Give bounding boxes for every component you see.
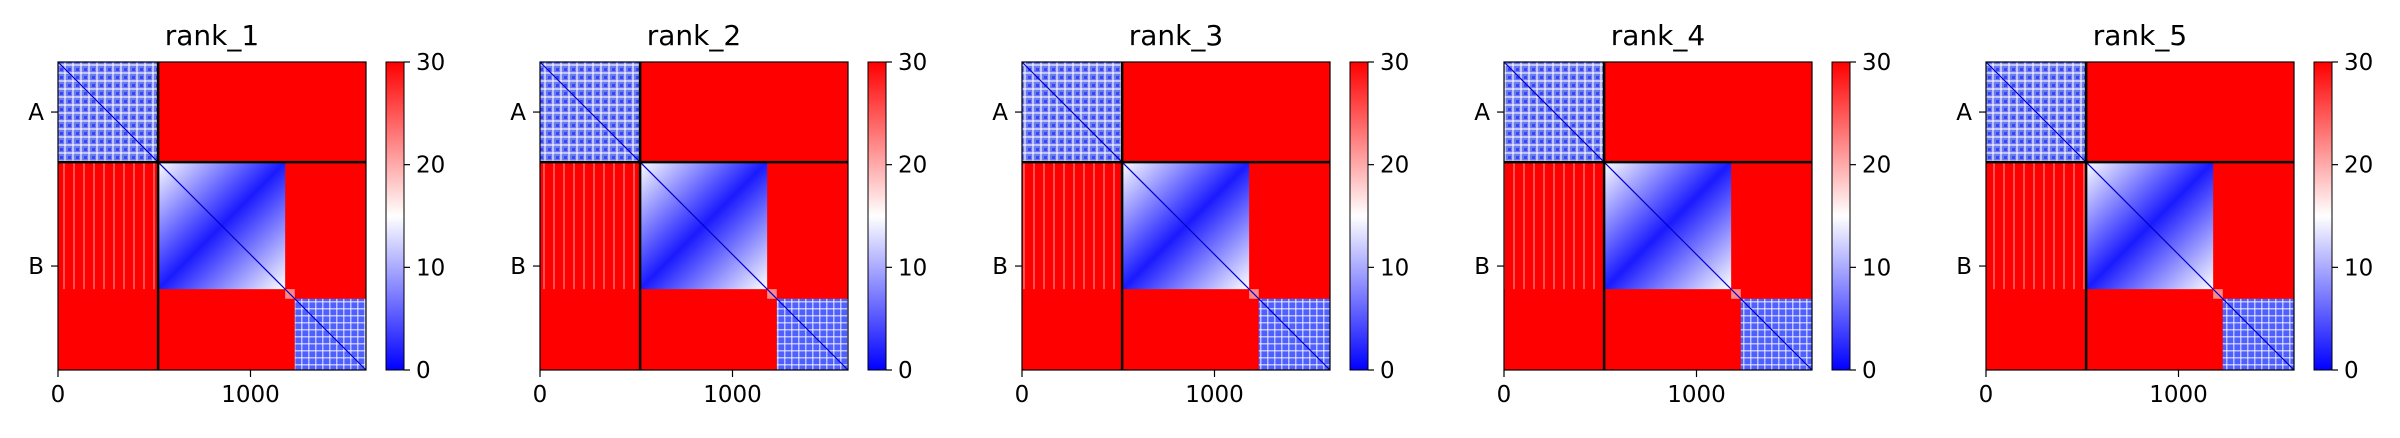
heatmap-frame	[539, 61, 849, 371]
heatmap-frame	[1021, 61, 1331, 371]
colorbar	[1831, 61, 1851, 371]
y-tick-label: B	[28, 254, 44, 280]
x-tick-label: 1000	[2149, 382, 2208, 408]
panel-1: rank_1 0 1000 A B 0 10 20 30	[28, 19, 445, 408]
y-tick-label: B	[992, 254, 1008, 280]
x-tick-label: 1000	[703, 382, 762, 408]
heatmap-offdiag-stripes	[1022, 162, 1123, 290]
heatmap-diagonal	[1985, 61, 2295, 371]
panel-title: rank_2	[647, 19, 741, 52]
x-tick-label: 1000	[1667, 382, 1726, 408]
heatmap-diagonal	[539, 61, 849, 371]
x-tick-label: 0	[1497, 382, 1512, 408]
heatmap-diagonal	[57, 61, 367, 371]
colorbar-tick-label: 30	[1862, 50, 1891, 76]
heatmap-diagonal	[1021, 61, 1331, 371]
panel-4: rank_4 0 1000 A B 0 10 20 30	[1474, 19, 1891, 408]
heatmap-offdiag-stripes	[540, 162, 641, 290]
x-tick-label: 1000	[221, 382, 280, 408]
heatmap-diagonal	[1503, 61, 1813, 371]
heatmap-frame	[1503, 61, 1813, 371]
colorbar-tick-label: 0	[898, 358, 913, 384]
colorbar-tick-label: 30	[898, 50, 927, 76]
colorbar-tick-label: 20	[1862, 153, 1891, 179]
colorbar	[867, 61, 887, 371]
x-tick-label: 0	[51, 382, 66, 408]
panel-title: rank_1	[165, 19, 259, 52]
y-tick-label: B	[1474, 254, 1490, 280]
colorbar	[1349, 61, 1369, 371]
x-tick-label: 0	[1979, 382, 1994, 408]
colorbar-tick-label: 10	[416, 255, 445, 281]
colorbar-tick-label: 20	[416, 153, 445, 179]
colorbar-tick-label: 10	[898, 255, 927, 281]
colorbar-tick-label: 10	[1862, 255, 1891, 281]
panel-5: rank_5 0 1000 A B 0 10 20 30	[1956, 19, 2373, 408]
x-tick-label: 1000	[1185, 382, 1244, 408]
colorbar-tick-label: 30	[416, 50, 445, 76]
y-tick-label: B	[510, 254, 526, 280]
panel-title: rank_4	[1611, 19, 1705, 52]
x-tick-label: 0	[1015, 382, 1030, 408]
colorbar-tick-label: 0	[1862, 358, 1877, 384]
y-tick-label: A	[28, 100, 44, 126]
colorbar-tick-label: 20	[898, 153, 927, 179]
heatmap-frame	[57, 61, 367, 371]
colorbar-tick-label: 10	[2344, 255, 2373, 281]
colorbar-tick-label: 0	[2344, 358, 2359, 384]
y-tick-label: A	[1956, 100, 1972, 126]
heatmap-offdiag-stripes	[58, 162, 159, 290]
x-tick-label: 0	[533, 382, 548, 408]
panel-3: rank_3 0 1000 A B 0 10 20 30	[992, 19, 1409, 408]
colorbar	[2313, 61, 2333, 371]
heatmap-offdiag-stripes	[1986, 162, 2087, 290]
colorbar-tick-label: 20	[1380, 153, 1409, 179]
panel-title: rank_5	[2093, 19, 2187, 52]
colorbar-tick-label: 20	[2344, 153, 2373, 179]
y-tick-label: B	[1956, 254, 1972, 280]
colorbar	[385, 61, 405, 371]
y-tick-label: A	[1474, 100, 1490, 126]
colorbar-tick-label: 30	[2344, 50, 2373, 76]
heatmap-offdiag-stripes	[1504, 162, 1605, 290]
colorbar-tick-label: 0	[1380, 358, 1395, 384]
panel-title: rank_3	[1129, 19, 1223, 52]
colorbar-tick-label: 10	[1380, 255, 1409, 281]
y-tick-label: A	[510, 100, 526, 126]
y-tick-label: A	[992, 100, 1008, 126]
colorbar-tick-label: 0	[416, 358, 431, 384]
panel-2: rank_2 0 1000 A B 0 10 20 30	[510, 19, 927, 408]
colorbar-tick-label: 30	[1380, 50, 1409, 76]
heatmap-frame	[1985, 61, 2295, 371]
